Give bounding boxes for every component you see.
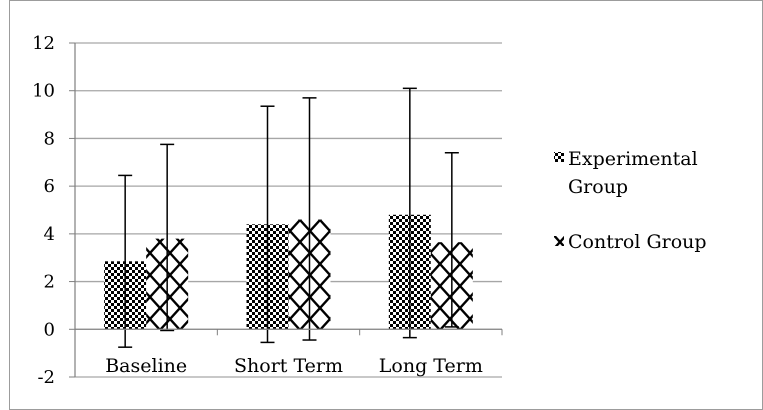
error-bar-experimental-group [260,105,275,344]
y-tick-label: 8 [44,128,55,149]
y-tick-label: 12 [32,33,55,54]
y-tick-label: 6 [44,176,55,197]
bars [104,214,473,330]
error-bar-control-group [444,151,459,328]
error-bars [118,87,459,348]
legend-swatch-control-group [554,236,564,246]
x-axis-category-labels: Baseline Short Term Long Term [105,355,483,377]
y-tick-label: 2 [44,272,55,293]
legend-swatch-experimental-group [554,152,564,162]
x-category-label: Baseline [105,355,187,377]
legend-label-experimental-line2: Group [568,176,628,198]
y-tick-label: -2 [37,367,55,388]
x-category-label: Long Term [379,355,483,377]
legend-label-experimental-line1: Experimental [568,148,698,170]
legend: Experimental Group Control Group [554,148,707,253]
error-bar-experimental-group [118,174,133,348]
y-axis-tick-labels: 12 10 8 6 4 2 0 -2 [32,33,55,388]
y-tick-label: 0 [44,319,55,340]
error-bar-experimental-group [402,87,417,339]
error-bar-control-group [302,97,317,341]
axes [69,42,503,378]
error-bar-control-group [160,143,175,332]
chart-border [9,0,763,410]
legend-label-control-group: Control Group [568,231,707,253]
y-tick-label: 10 [32,81,55,102]
x-category-label: Short Term [234,355,343,377]
y-tick-label: 4 [44,224,55,245]
